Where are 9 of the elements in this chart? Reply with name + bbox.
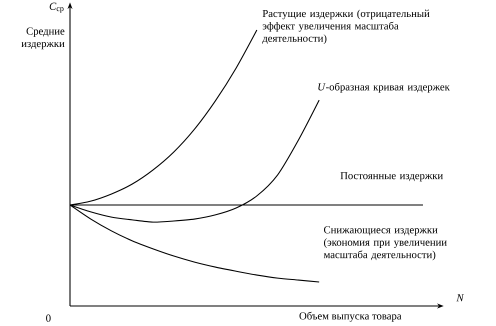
series-label: U-образная кривая издержек <box>318 82 450 93</box>
x-axis-title: Объем выпуска товара <box>300 312 402 322</box>
text: N <box>456 294 464 302</box>
text: C$_{ср}$ <box>50 2 64 13</box>
text: 0 <box>46 314 51 322</box>
series-label: Растущие издержки (отрицательный эффект увеличения масштаба деятельности) <box>262 10 430 44</box>
text: Снижающиеся издержки (экономия при увеличении масштаба деятельности) <box>324 226 447 260</box>
y-axis-title: Средние издержки <box>21 28 65 50</box>
text: Постоянные издержки <box>340 172 443 182</box>
